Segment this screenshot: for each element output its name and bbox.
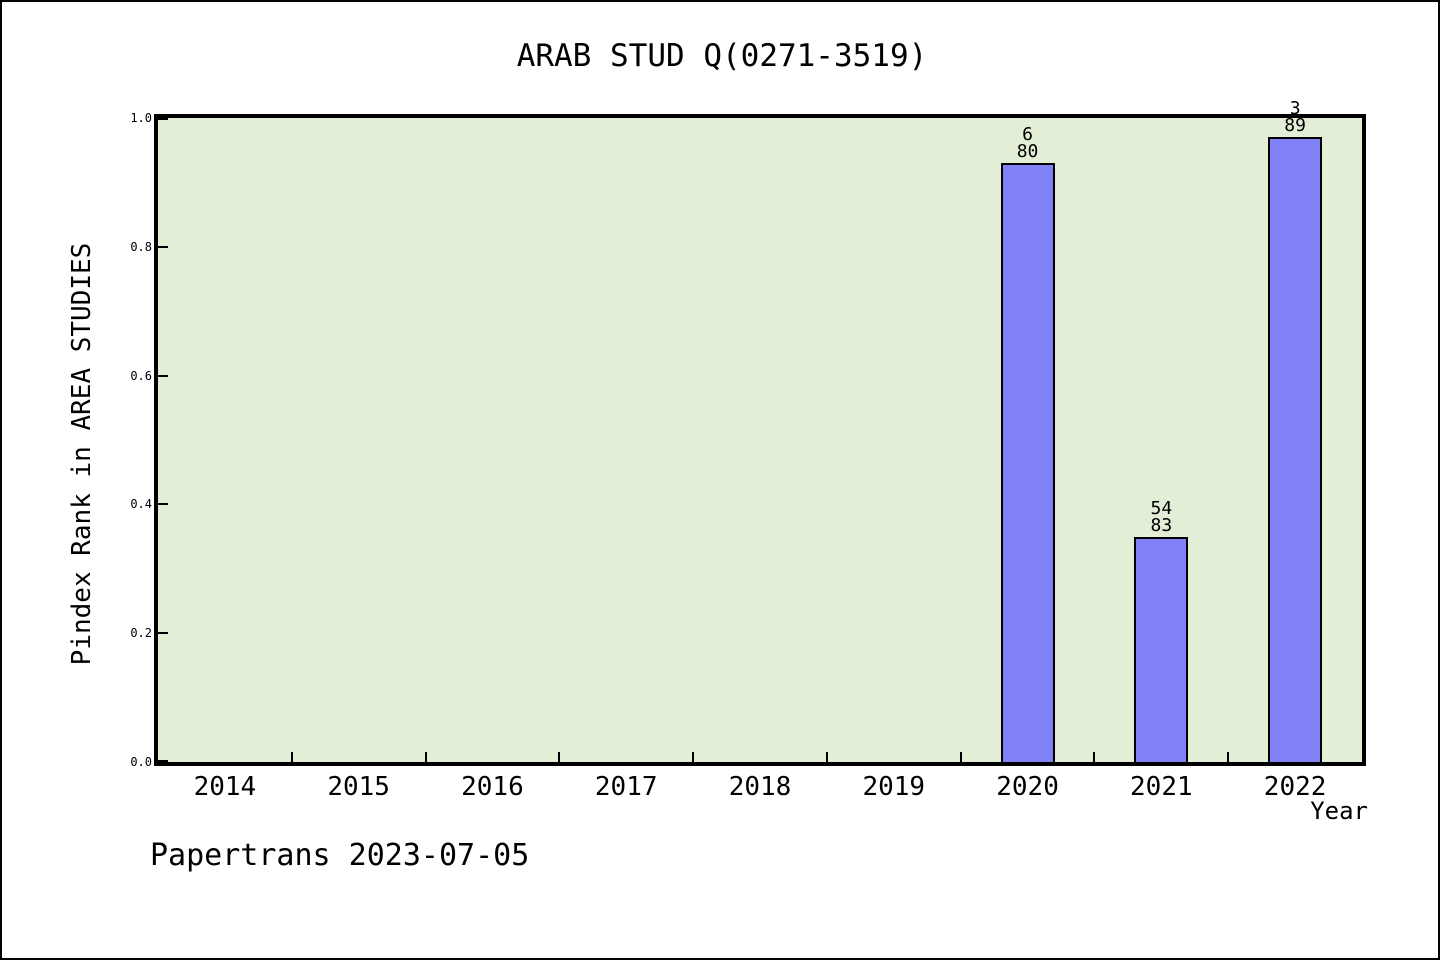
y-tick-mark (158, 118, 168, 120)
bar (1134, 536, 1189, 762)
x-tick-mark (1227, 752, 1230, 762)
x-tick-label: 2018 (728, 772, 792, 802)
y-tick-mark (158, 245, 168, 248)
x-tick-label: 2014 (193, 772, 257, 802)
bar-value-label: 54 83 (1116, 497, 1206, 536)
x-tick-label: 2021 (1130, 772, 1193, 802)
chart-title: ARAB STUD Q(0271-3519) (516, 38, 928, 74)
footer-text: Papertrans 2023-07-05 (150, 838, 530, 873)
x-tick-mark (959, 752, 962, 762)
y-tick-label: 0.6 (130, 368, 152, 383)
x-tick-mark (290, 752, 293, 762)
y-tick-mark (158, 374, 168, 377)
bar-rank-value: 3 (1289, 98, 1301, 120)
y-tick-label: 0.2 (130, 626, 152, 641)
bar-value-label: 6 80 (983, 124, 1073, 163)
bar-value-label: 3 89 (1250, 98, 1340, 137)
bar-total-value: 83 (1150, 514, 1173, 536)
x-tick-label: 2016 (461, 772, 524, 802)
x-tick-label: 2020 (996, 772, 1059, 802)
bar (1268, 137, 1323, 762)
x-tick-label: 2022 (1263, 772, 1327, 802)
y-tick-label: 0.8 (130, 239, 152, 254)
x-tick-mark (558, 752, 561, 762)
x-tick-mark (424, 752, 427, 762)
x-tick-label: 2019 (862, 772, 926, 802)
bar (1000, 163, 1055, 762)
y-axis-label: Pindex Rank in AREA STUDIES (67, 242, 97, 666)
x-tick-mark (692, 752, 695, 762)
x-tick-mark (825, 752, 828, 762)
y-tick-label: 0.0 (130, 755, 152, 769)
y-tick-mark (158, 503, 168, 506)
x-tick-label: 2017 (594, 772, 658, 802)
y-tick-label: 0.4 (130, 497, 152, 512)
x-tick-label: 2015 (327, 772, 390, 802)
y-tick-label: 1.0 (130, 111, 152, 125)
bar-rank-value: 6 (1022, 124, 1033, 146)
x-axis-label: Year (1310, 797, 1368, 825)
plot-frame: 6 80 54 83 3 89 (154, 100, 1366, 766)
bar-rank-value: 54 (1150, 497, 1173, 519)
y-tick-mark (158, 632, 168, 635)
bar-total-value: 80 (1016, 141, 1039, 163)
plot-area: 6 80 54 83 3 89 (158, 100, 1362, 762)
bar-total-value: 89 (1284, 115, 1306, 137)
x-tick-mark (1093, 752, 1096, 762)
y-tick-mark (158, 760, 168, 762)
